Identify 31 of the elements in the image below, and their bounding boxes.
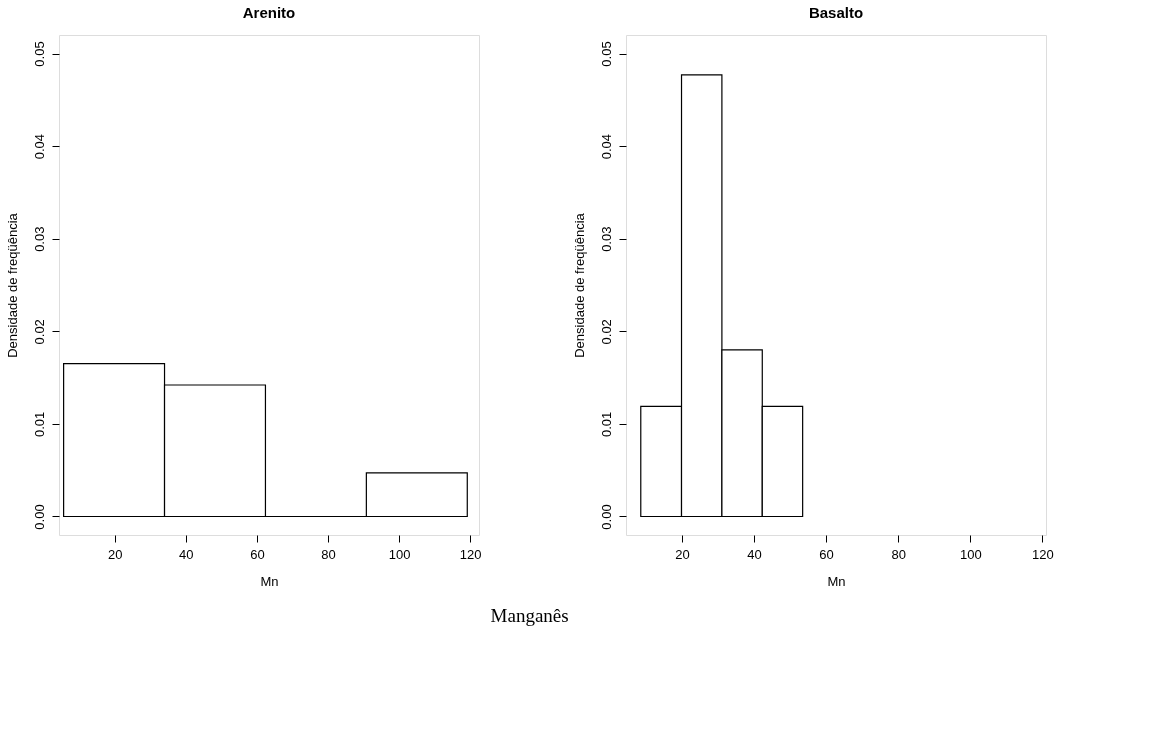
y-tick-label: 0.02 — [598, 319, 614, 345]
x-axis-title: Mn — [260, 573, 279, 589]
y-axis-title: Densidade de freqüência — [4, 212, 20, 358]
x-tick-label: 40 — [179, 546, 194, 562]
text: Manganês — [490, 604, 569, 626]
x-tick-label: 20 — [675, 546, 690, 562]
y-tick-label: 0.04 — [31, 133, 47, 160]
x-axis-title: Mn — [827, 573, 846, 589]
x-tick-label: 80 — [321, 546, 336, 562]
x-tick-label: 120 — [459, 546, 482, 562]
y-tick-label: 0.05 — [598, 41, 614, 67]
y-tick-label: 0.01 — [31, 411, 47, 438]
chart-title: Basalto — [808, 4, 864, 21]
y-tick-label: 0.05 — [31, 41, 47, 67]
x-tick-label: 100 — [388, 546, 411, 562]
y-axis-title: Densidade de freqüência — [571, 212, 587, 358]
y-tick-label: 0.00 — [598, 504, 614, 530]
x-tick-label: 80 — [891, 546, 906, 562]
y-tick-label: 0.01 — [598, 411, 614, 438]
x-tick-label: 20 — [108, 546, 123, 562]
chart-title: Arenito — [242, 4, 296, 21]
y-tick-label: 0.00 — [31, 504, 47, 530]
y-tick-label: 0.03 — [31, 226, 47, 252]
y-tick-label: 0.02 — [31, 319, 47, 345]
x-tick-label: 40 — [747, 546, 762, 562]
x-tick-label: 100 — [959, 546, 982, 562]
x-tick-label: 120 — [1032, 546, 1054, 562]
x-tick-label: 60 — [819, 546, 834, 562]
y-tick-label: 0.03 — [598, 226, 614, 252]
x-tick-label: 60 — [250, 546, 265, 562]
y-tick-label: 0.04 — [598, 133, 614, 160]
